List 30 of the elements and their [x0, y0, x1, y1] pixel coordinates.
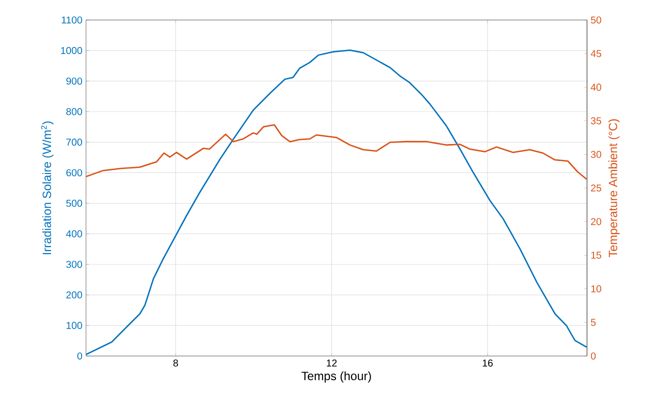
y2-tick-label: 30	[590, 150, 602, 158]
x-tick-label: 8	[173, 360, 178, 367]
y2-tick-label: 5	[590, 318, 596, 326]
y-tick-label: 300	[66, 260, 82, 268]
x-axis-title: Temps (hour)	[302, 371, 371, 383]
y2-tick-label: 15	[591, 252, 602, 259]
line-series	[86, 124, 588, 180]
y2-axis-title: Temperature Ambient (°C)	[608, 119, 620, 258]
y-tick-label: 800	[66, 108, 82, 116]
y2-tick-label: 40	[590, 84, 602, 91]
y-tick-label: 0	[77, 352, 82, 360]
y-tick-label: 500	[66, 200, 82, 207]
y-tick-label: 200	[66, 291, 82, 298]
y-tick-label: 1100	[62, 16, 82, 24]
y2-tick-label: 20	[591, 218, 602, 226]
y2-tick-label: 35	[590, 117, 602, 124]
y2-tick-label: 0	[590, 352, 596, 360]
y2-tick-label: 25	[591, 184, 602, 192]
y-tick-label: 900	[66, 78, 82, 85]
y2-tick-label: 45	[590, 50, 602, 58]
x-tick-label: 12	[326, 360, 337, 366]
y-tick-label: 600	[66, 169, 82, 176]
y-tick-label: 400	[66, 230, 82, 238]
y-tick-label: 100	[66, 322, 82, 329]
x-tick-label: 16	[482, 360, 493, 367]
y2-tick-label: 10	[591, 285, 602, 292]
y-tick-label: 1000	[61, 47, 82, 54]
y2-tick-label: 50	[590, 16, 602, 24]
y-axis-title: Irradiation Solaire (W/m$^{2}$)	[41, 122, 54, 254]
y-tick-label: 700	[66, 138, 82, 146]
